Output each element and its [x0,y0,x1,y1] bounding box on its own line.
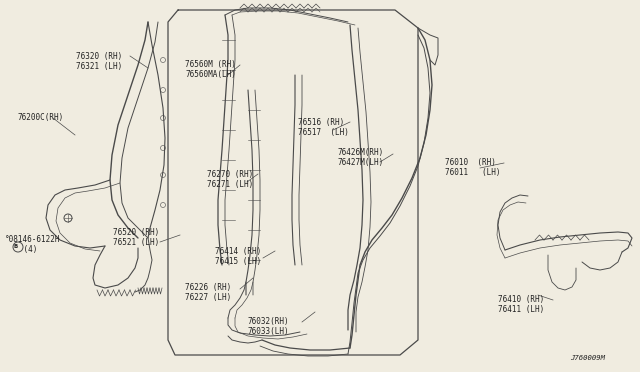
Text: J760009M: J760009M [570,355,605,361]
Text: 76516 (RH)
76517  (LH): 76516 (RH) 76517 (LH) [298,118,349,137]
Text: 76414 (RH)
76415 (LH): 76414 (RH) 76415 (LH) [215,247,261,266]
Text: B: B [14,244,18,250]
Text: 76560M (RH)
76560MA(LH): 76560M (RH) 76560MA(LH) [185,60,236,79]
Text: 76426M(RH)
76427M(LH): 76426M(RH) 76427M(LH) [338,148,384,167]
Text: 76520 (RH)
76521 (LH): 76520 (RH) 76521 (LH) [113,228,159,247]
Text: 76320 (RH)
76321 (LH): 76320 (RH) 76321 (LH) [76,52,122,71]
Text: 76200C(RH): 76200C(RH) [18,113,64,122]
Text: 76010  (RH)
76011   (LH): 76010 (RH) 76011 (LH) [445,158,500,177]
Text: °08146-6122H
    (4): °08146-6122H (4) [5,235,61,254]
Text: 76226 (RH)
76227 (LH): 76226 (RH) 76227 (LH) [185,283,231,302]
Text: 76270 (RH)
76271 (LH): 76270 (RH) 76271 (LH) [207,170,253,189]
Text: 76410 (RH)
76411 (LH): 76410 (RH) 76411 (LH) [498,295,544,314]
Text: 76032(RH)
76033(LH): 76032(RH) 76033(LH) [247,317,289,336]
